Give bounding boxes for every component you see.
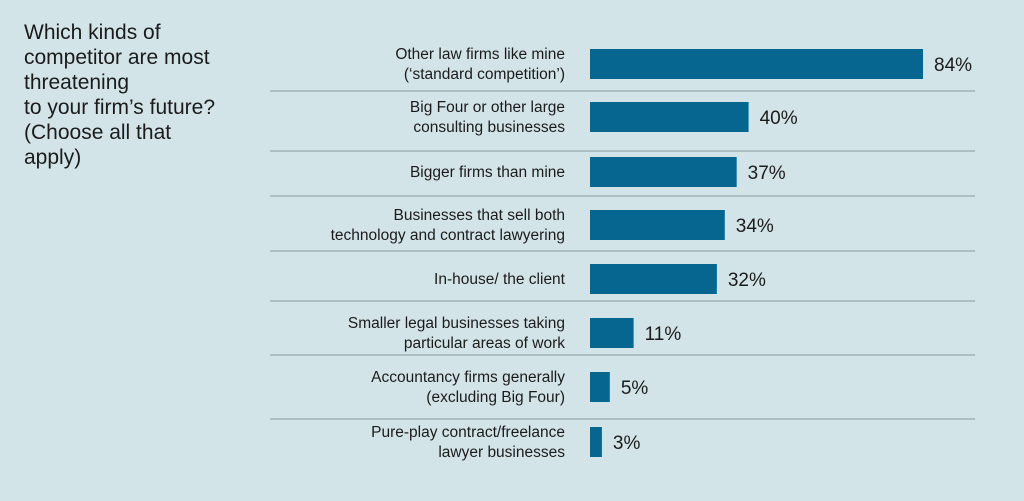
value-label: 37% bbox=[748, 163, 786, 184]
value-label: 84% bbox=[934, 55, 972, 76]
category-label: lawyer businesses bbox=[438, 444, 565, 461]
category-labels: Other law firms like mine (‘standard comp… bbox=[331, 46, 566, 461]
bar bbox=[590, 318, 634, 348]
value-label: 34% bbox=[736, 216, 774, 237]
bar bbox=[590, 372, 610, 402]
question-heading: Which kinds of competitor are most threa… bbox=[24, 20, 264, 170]
bar bbox=[590, 264, 717, 294]
question-line: to your firm’s future? bbox=[24, 96, 216, 119]
category-label: consulting businesses bbox=[413, 119, 565, 136]
value-label: 40% bbox=[760, 108, 798, 129]
value-label: 11% bbox=[645, 324, 682, 345]
category-label: (‘standard competition’) bbox=[404, 66, 565, 83]
value-label: 3% bbox=[613, 433, 641, 454]
bar bbox=[590, 49, 923, 79]
value-label: 5% bbox=[621, 378, 649, 399]
category-label: Accountancy firms generally bbox=[371, 369, 565, 386]
category-label: (excluding Big Four) bbox=[426, 389, 565, 406]
bar bbox=[590, 427, 602, 457]
row-dividers bbox=[270, 90, 975, 420]
bar bbox=[590, 102, 749, 132]
category-label: Businesses that sell both bbox=[394, 207, 565, 224]
category-label: Big Four or other large bbox=[410, 99, 565, 116]
bar bbox=[590, 157, 737, 187]
value-labels: 84% 40% 37% 34% 32% 11% 5% 3% bbox=[613, 55, 972, 454]
category-label: particular areas of work bbox=[404, 335, 565, 352]
value-label: 32% bbox=[728, 270, 766, 291]
bar bbox=[590, 210, 725, 240]
category-label: Smaller legal businesses taking bbox=[348, 315, 565, 332]
question-line: competitor are most bbox=[24, 46, 210, 69]
question-line: Which kinds of bbox=[24, 21, 161, 44]
category-label: technology and contract lawyering bbox=[331, 227, 565, 244]
bars bbox=[590, 49, 923, 457]
question-line: threatening bbox=[24, 71, 130, 94]
category-label: Bigger firms than mine bbox=[410, 164, 565, 181]
question-line: apply) bbox=[24, 146, 82, 169]
question-line: (Choose all that bbox=[24, 121, 172, 144]
category-label: Other law firms like mine bbox=[395, 46, 565, 63]
category-label: Pure-play contract/freelance bbox=[371, 424, 565, 441]
category-label: In-house/ the client bbox=[434, 271, 566, 288]
